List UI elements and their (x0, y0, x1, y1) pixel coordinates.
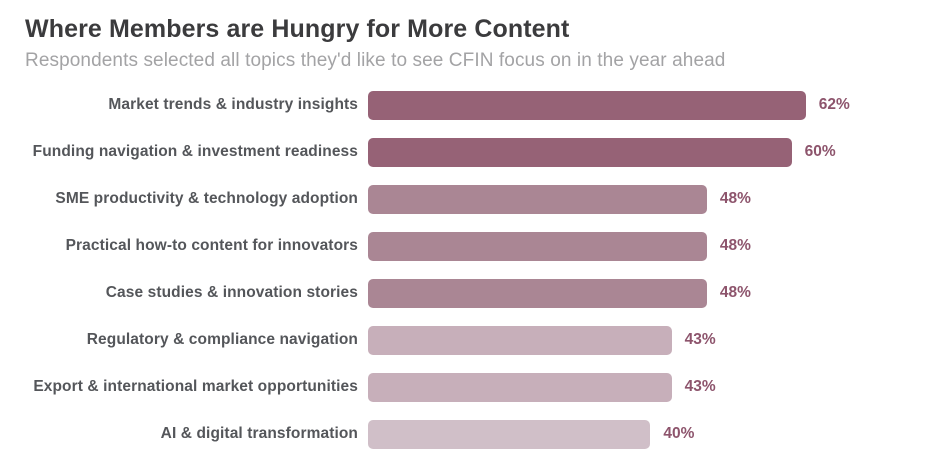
bar (368, 278, 707, 308)
value-label: 40% (663, 425, 695, 443)
bar-track: 48% (368, 184, 936, 214)
bar (368, 137, 792, 167)
bar-row: Case studies & innovation stories 48% (0, 278, 936, 308)
bar-row: Regulatory & compliance navigation 43% (0, 325, 936, 355)
bar (368, 372, 672, 402)
category-label: Funding navigation & investment readines… (32, 143, 358, 161)
value-label: 43% (684, 378, 716, 396)
value-label: 62% (818, 96, 850, 114)
bar (368, 325, 672, 355)
value-label: 43% (684, 331, 716, 349)
bar (368, 419, 651, 449)
category-label: AI & digital transformation (160, 425, 358, 443)
category-label: Case studies & innovation stories (105, 284, 358, 302)
bar-track: 62% (368, 90, 936, 120)
bar-track: 40% (368, 419, 936, 449)
category-label: Market trends & industry insights (108, 96, 358, 114)
category-label: Export & international market opportunit… (33, 378, 358, 396)
category-label: Regulatory & compliance navigation (86, 331, 358, 349)
bar-row: Market trends & industry insights 62% (0, 90, 936, 120)
category-label: SME productivity & technology adoption (55, 190, 358, 208)
bar-row: Practical how-to content for innovators 4… (0, 231, 936, 261)
value-label: 48% (719, 237, 751, 255)
bar-track: 43% (368, 372, 936, 402)
bar-row: Funding navigation & investment readines… (0, 137, 936, 167)
bar-chart: Market trends & industry insights 62% Fund… (0, 90, 936, 449)
value-label: 48% (719, 284, 751, 302)
page-title: Where Members are Hungry for More Conten… (25, 15, 570, 43)
chart-header: Where Members are Hungry for More Conten… (0, 0, 936, 73)
bar (368, 90, 806, 120)
bar-track: 48% (368, 231, 936, 261)
bar-row: AI & digital transformation 40% (0, 419, 936, 449)
value-label: 60% (804, 143, 836, 161)
bar-row: Export & international market opportunit… (0, 372, 936, 402)
bar (368, 184, 707, 214)
value-label: 48% (719, 190, 751, 208)
bar (368, 231, 707, 261)
category-label: Practical how-to content for innovators (65, 237, 358, 255)
bar-row: SME productivity & technology adoption 48… (0, 184, 936, 214)
bar-track: 48% (368, 278, 936, 308)
bar-track: 60% (368, 137, 936, 167)
page-subtitle: Respondents selected all topics they'd l… (25, 50, 726, 71)
bar-track: 43% (368, 325, 936, 355)
